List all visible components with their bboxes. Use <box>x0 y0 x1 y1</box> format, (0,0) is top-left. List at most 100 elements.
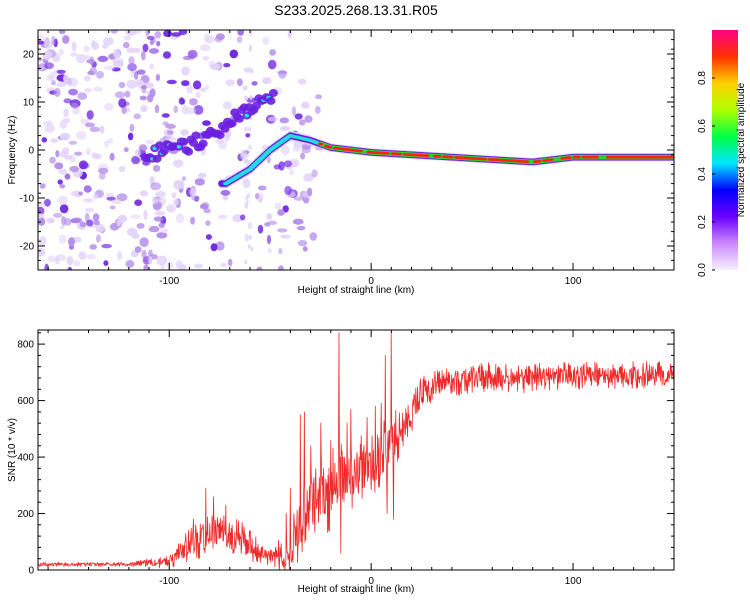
spectrogram-noise-blob <box>102 37 114 46</box>
spectrogram-noise-blob <box>148 256 153 265</box>
spectrogram-noise-blob <box>92 213 100 222</box>
spectrogram-noise-blob <box>247 222 253 230</box>
spectrogram-noise-blob <box>155 74 160 81</box>
spectrogram-noise-blob <box>143 264 149 270</box>
colorbar-gradient <box>712 30 738 270</box>
spectrogram-noise-blob <box>202 120 211 126</box>
spectrogram-noise-blob <box>302 246 308 252</box>
spectrogram-noise-blob <box>215 241 225 251</box>
spectrogram-noise-blob <box>158 222 165 228</box>
spectrogram-upper-branch-blob <box>235 114 244 123</box>
spectrogram-upper-branch-blob <box>155 141 164 150</box>
spectrogram-ridge-core <box>575 155 581 159</box>
spectrogram-ridge-core <box>448 155 454 159</box>
spectrogram-noise-blob <box>304 115 313 123</box>
spectrogram-ridge-core <box>327 145 333 149</box>
spectrogram-noise-blob <box>199 203 209 210</box>
spectrogram-noise-blob <box>134 246 142 253</box>
spectrogram-noise-blob <box>38 40 45 45</box>
snr-series-line <box>38 332 674 570</box>
spectrogram-noise-blob <box>56 81 67 88</box>
spectrogram-noise-blob <box>181 66 190 76</box>
spectrogram-noise-blob <box>162 121 169 126</box>
spectrogram-noise-blob <box>236 36 243 43</box>
spectrogram-noise-blob <box>68 140 78 145</box>
spectrogram-noise-blob <box>38 217 46 226</box>
spectrogram-noise-blob <box>70 190 80 197</box>
spectrogram-noise-blob <box>277 265 284 270</box>
colorbar-tick-label: 0.2 <box>697 215 708 229</box>
spectrogram-noise-blob <box>172 159 184 168</box>
spectrogram-noise-blob <box>298 119 306 126</box>
spectrogram-noise-blob <box>84 88 93 93</box>
spectrogram-noise-blob <box>116 220 122 227</box>
spectrogram-noise-blob <box>58 168 68 175</box>
snr-xtick-label: -100 <box>159 576 179 587</box>
spectrogram-ridge-core <box>535 159 542 163</box>
spectrogram-noise-speck <box>245 158 249 164</box>
spectrogram-noise-blob <box>72 217 83 224</box>
spectrogram-noise-blob <box>267 247 272 254</box>
spectrogram-noise-blob <box>148 48 160 54</box>
spectrogram-noise-blob <box>78 251 87 260</box>
spectrogram-noise-blob <box>242 178 251 189</box>
spectrogram-noise-blob <box>178 30 188 35</box>
spectrogram-noise-blob <box>41 137 48 143</box>
spectrogram-noise-blob <box>70 52 78 57</box>
colorbar: 0.0 0.2 0.4 0.6 0.8 Normalized spectral ampl… <box>697 30 747 277</box>
spectrogram-noise-blob <box>86 253 96 260</box>
spectrogram-noise-blob <box>181 80 190 87</box>
spectrogram-noise-blob <box>154 211 166 216</box>
spectrogram-noise-blob <box>63 108 69 118</box>
colorbar-tick-label: 0.0 <box>697 263 708 277</box>
spectrogram-noise-blob <box>154 104 160 114</box>
spectrogram-noise-blob <box>124 90 131 98</box>
spectrogram-noise-blob <box>262 77 272 85</box>
spectrogram-ridge-core <box>669 155 674 159</box>
spectrogram-noise-blob <box>77 92 88 100</box>
spectrogram-noise-blob <box>195 91 201 99</box>
spectrogram-noise-speck <box>243 95 247 100</box>
spectrogram-noise-blob <box>278 248 283 255</box>
spectrogram-noise-blob <box>86 219 94 227</box>
spectrogram-noise-blob <box>123 147 129 153</box>
spectrogram-noise-blob <box>217 214 228 219</box>
spectrogram-noise-blob <box>251 81 258 86</box>
spectrogram-noise-blob <box>293 196 305 201</box>
spectrogram-noise-blob <box>140 85 147 90</box>
spectrogram-noise-blob <box>62 35 70 44</box>
spectrogram-noise-blob <box>255 193 260 200</box>
spectrogram-noise-blob <box>205 84 210 91</box>
spectrogram-noise-blob <box>93 220 100 226</box>
spectrogram-noise-blob <box>284 185 292 195</box>
spectrogram-noise-blob <box>156 232 168 239</box>
spectrogram-noise-blob <box>51 80 56 86</box>
spectrogram-noise-blob <box>222 101 232 110</box>
spectrogram-noise-speck <box>244 259 248 265</box>
spectrogram-noise-speck <box>247 244 251 249</box>
spectrogram-noise-blob <box>156 40 161 47</box>
spectrogram-noise-blob <box>225 79 235 87</box>
spectrogram-noise-blob <box>214 35 223 43</box>
spectrogram-noise-blob <box>86 110 94 120</box>
spectrogram-noise-blob <box>153 216 163 222</box>
spectrogram-noise-blob <box>149 63 154 70</box>
spectrogram-noise-blob <box>84 122 96 128</box>
spectrogram-noise-blob <box>46 217 55 224</box>
spectrogram-upper-branch-blob <box>227 119 237 128</box>
spectrogram-noise-blob <box>171 192 177 199</box>
spectrogram-noise-blob <box>136 69 146 75</box>
spectrogram-noise-blob <box>57 179 63 185</box>
spectrogram-noise-blob <box>47 255 56 263</box>
spectrogram-noise-blob <box>89 244 97 250</box>
spectrogram-noise-blob <box>130 214 142 219</box>
spectrogram-noise-blob <box>203 33 210 43</box>
spectrogram-noise-blob <box>55 150 60 158</box>
spectrogram-noise-speck <box>248 47 252 52</box>
spectrogram-noise-blob <box>205 234 212 240</box>
snr-xtick-label: 100 <box>565 576 582 587</box>
spectrogram-noise-blob <box>146 35 155 41</box>
spectrogram-noise-blob <box>223 62 231 68</box>
spectrogram-noise-blob <box>61 147 70 155</box>
